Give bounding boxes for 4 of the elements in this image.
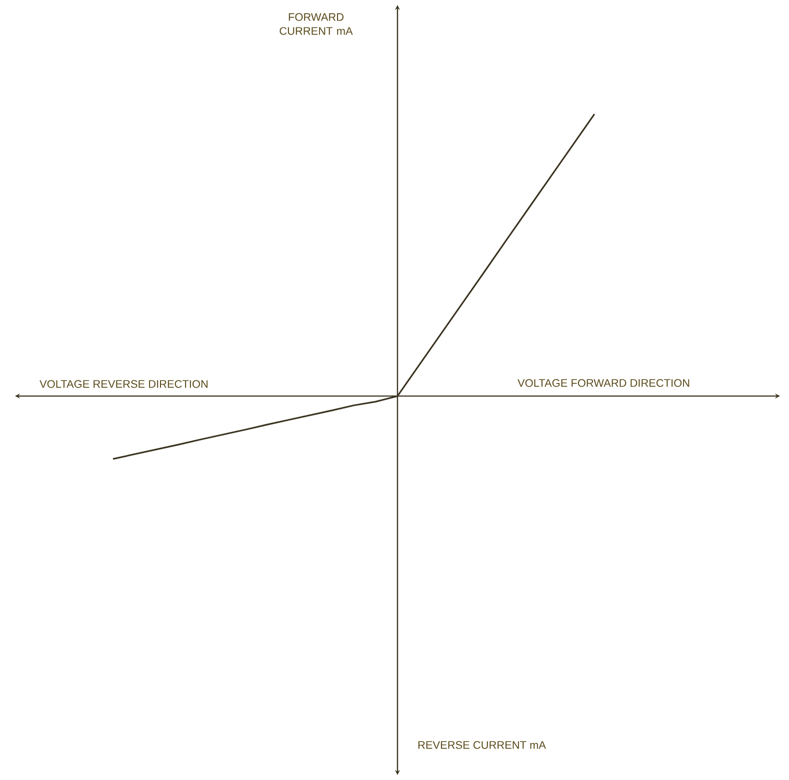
annotation: VOLTAGE REVERSE DIRECTION — [40, 380, 208, 388]
text: REVERSE CURRENT mA — [418, 741, 546, 749]
text: FORWARD CURRENT mA — [280, 13, 353, 35]
x-axis-title: VOLTAGE FORWARD DIRECTION — [518, 379, 690, 387]
